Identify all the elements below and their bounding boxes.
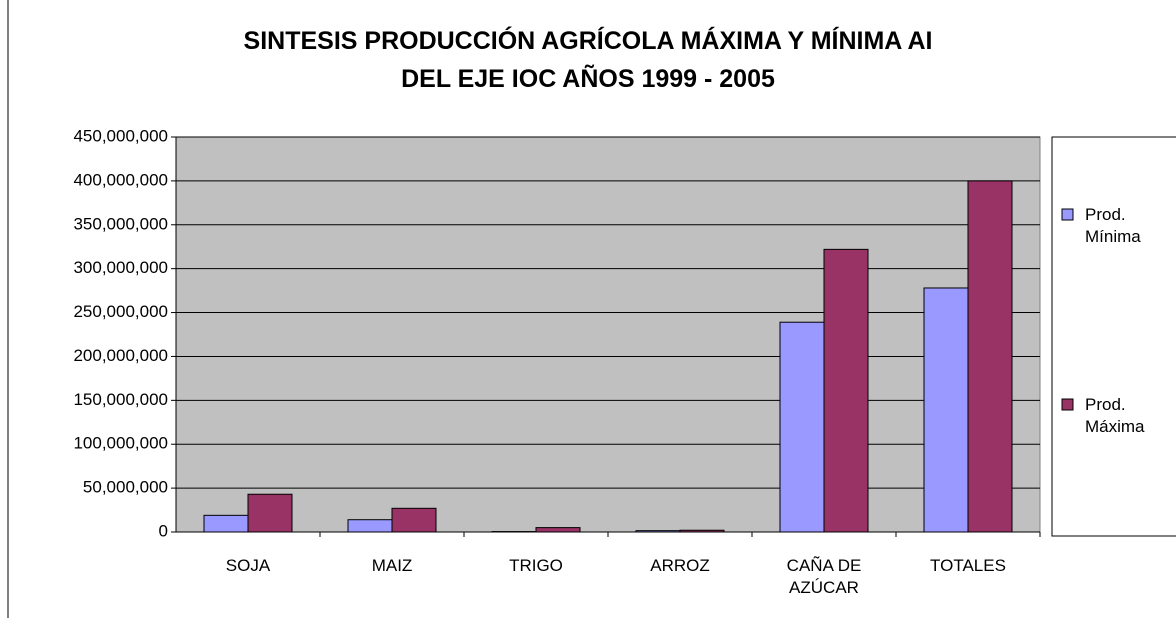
y-tick-label: 200,000,000 bbox=[73, 346, 168, 365]
legend-label: Prod. Mínima bbox=[1085, 205, 1141, 246]
legend-box bbox=[1051, 136, 1176, 537]
y-tick-label: 450,000,000 bbox=[73, 126, 168, 145]
bar bbox=[203, 514, 249, 533]
bar bbox=[635, 530, 681, 533]
y-tick-label: 300,000,000 bbox=[73, 258, 168, 277]
bar bbox=[347, 519, 393, 533]
legend-label: Prod. Máxima bbox=[1085, 395, 1145, 436]
bar bbox=[679, 529, 725, 533]
bar bbox=[923, 287, 969, 533]
y-tick-label: 150,000,000 bbox=[73, 390, 168, 409]
x-tick-label: CAÑA DE AZÚCAR bbox=[786, 556, 862, 597]
legend-swatch bbox=[1061, 398, 1074, 411]
bar bbox=[967, 180, 1013, 533]
bar bbox=[535, 527, 581, 533]
y-tick-label: 250,000,000 bbox=[73, 302, 168, 321]
y-tick-label: 400,000,000 bbox=[73, 170, 168, 189]
x-tick-label: TOTALES bbox=[930, 556, 1006, 575]
x-tick-label: SOJA bbox=[225, 556, 271, 575]
x-tick-label: TRIGO bbox=[509, 556, 563, 575]
bar bbox=[391, 507, 437, 533]
bar bbox=[247, 493, 293, 533]
y-tick-label: 50,000,000 bbox=[83, 478, 168, 497]
y-tick-label: 350,000,000 bbox=[73, 214, 168, 233]
plot-area bbox=[175, 136, 1041, 533]
bar bbox=[779, 321, 825, 533]
chart-title: SINTESIS PRODUCCIÓN AGRÍCOLA MÁXIMA Y MÍ… bbox=[243, 27, 933, 93]
y-tick-label: 100,000,000 bbox=[73, 434, 168, 453]
y-tick-label: 0 bbox=[159, 521, 168, 540]
x-tick-label: MAIZ bbox=[371, 556, 413, 575]
legend-swatch bbox=[1061, 208, 1074, 221]
x-tick-label: ARROZ bbox=[650, 556, 710, 575]
bar bbox=[823, 248, 869, 533]
